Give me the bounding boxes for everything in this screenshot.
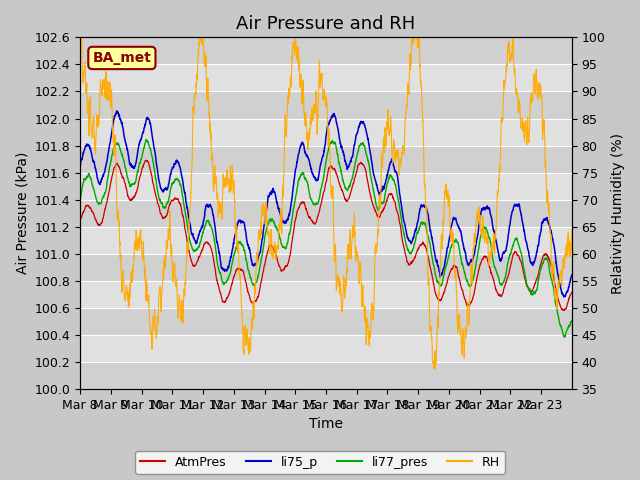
X-axis label: Time: Time <box>309 418 343 432</box>
Bar <box>80 200 572 227</box>
Bar <box>80 145 572 173</box>
Y-axis label: Air Pressure (kPa): Air Pressure (kPa) <box>15 152 29 275</box>
Text: BA_met: BA_met <box>92 51 151 65</box>
Bar <box>80 254 572 281</box>
Bar <box>80 362 572 389</box>
Legend: AtmPres, li75_p, li77_pres, RH: AtmPres, li75_p, li77_pres, RH <box>135 451 505 474</box>
Bar <box>80 37 572 64</box>
Title: Air Pressure and RH: Air Pressure and RH <box>236 15 415 33</box>
Bar <box>80 308 572 335</box>
Y-axis label: Relativity Humidity (%): Relativity Humidity (%) <box>611 133 625 294</box>
Bar <box>80 92 572 119</box>
